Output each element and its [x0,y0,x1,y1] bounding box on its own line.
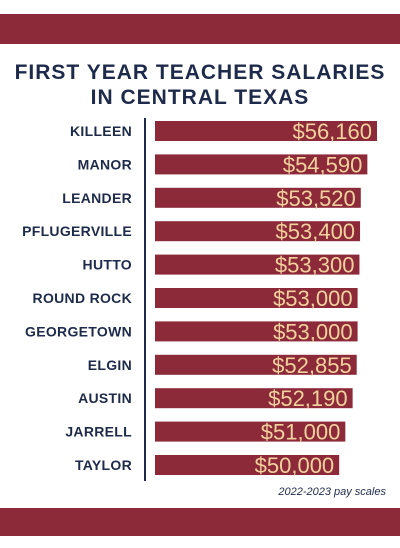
value-label: $53,300 [275,253,355,278]
category-label: LEANDER [62,190,132,206]
category-label: KILLEEN [70,123,132,139]
bar [155,154,368,175]
value-label: $54,590 [283,152,363,177]
value-label: $52,190 [268,386,348,411]
value-label: $53,000 [273,286,353,311]
category-label: JARRELL [65,424,132,440]
value-label: $50,000 [255,453,335,478]
value-label: $53,400 [276,219,356,244]
value-label: $53,000 [273,319,353,344]
bar [155,421,346,442]
bar [155,288,358,308]
bar [155,455,340,475]
value-label: $53,520 [276,186,356,211]
value-label: $51,000 [261,420,341,445]
footnote: 2022-2023 pay scales [278,486,386,498]
chart-title: FIRST YEAR TEACHER SALARIES IN CENTRAL T… [0,60,400,110]
bar [155,254,360,275]
title-line-1: FIRST YEAR TEACHER SALARIES [14,61,386,84]
value-label: $56,160 [292,119,372,144]
bar [155,321,358,342]
bar [155,221,361,242]
category-label: HUTTO [83,257,132,273]
category-label: GEORGETOWN [25,323,132,339]
category-label: MANOR [78,156,132,172]
bar [155,121,377,141]
value-label: $52,855 [272,353,352,378]
top-band [0,14,400,44]
category-label: TAYLOR [75,457,132,473]
title-line-2: IN CENTRAL TEXAS [90,86,310,109]
category-label: ROUND ROCK [33,290,132,306]
bar [155,388,353,409]
bottom-band [0,508,400,536]
bar [155,187,361,208]
category-label: PFLUGERVILLE [22,223,132,239]
category-label: AUSTIN [78,390,132,406]
bar [155,354,357,375]
category-label: ELGIN [88,357,132,373]
